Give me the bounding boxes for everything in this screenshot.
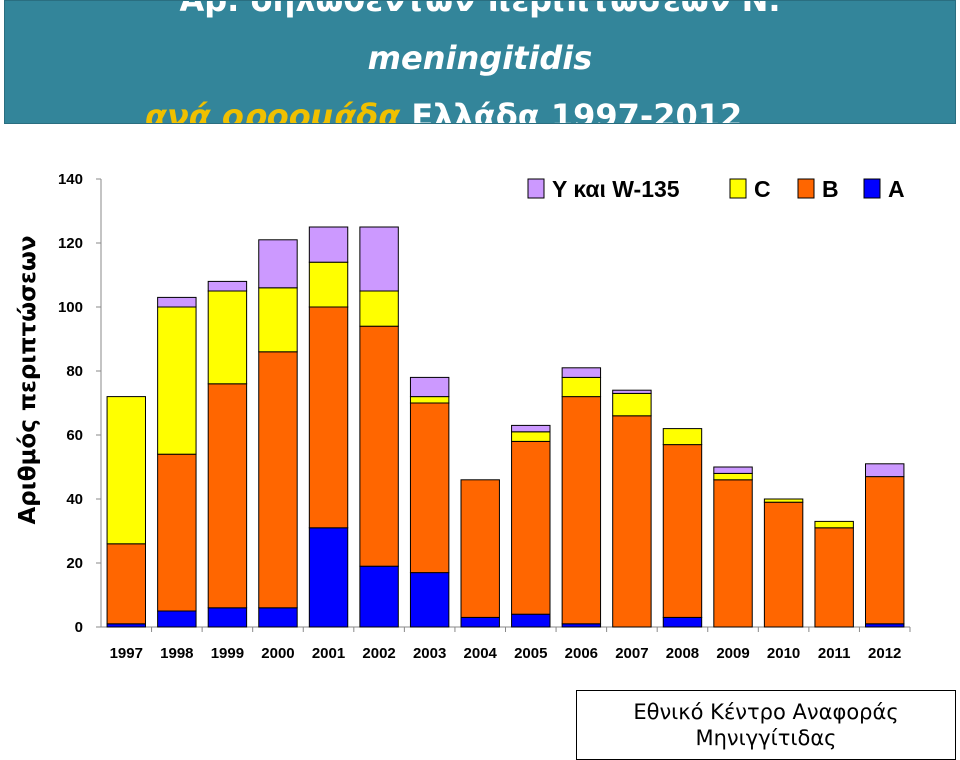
bar-segment [713, 472, 753, 481]
bar-segment [763, 498, 804, 503]
bar-segment [612, 389, 652, 394]
bar-segment [561, 376, 602, 398]
bar-segment [561, 396, 602, 625]
credit-box: Εθνικό Κέντρο Αναφοράς Μηνιγγίτιδας [576, 690, 956, 760]
x-tick-label: 2008 [666, 645, 699, 662]
bar-segment [865, 463, 905, 478]
bar-segment [157, 306, 197, 455]
x-tick-label: 2010 [767, 645, 800, 662]
legend-swatch [863, 178, 881, 199]
bar-segment [814, 520, 854, 529]
legend-swatch [729, 178, 747, 199]
x-tick-label: 2001 [312, 645, 345, 662]
bar-segment [460, 616, 500, 628]
y-tick-label: 80 [66, 363, 83, 380]
x-tick-label: 1997 [110, 645, 143, 662]
bar-segment [258, 607, 298, 628]
chart-title-highlight: ανά οροομάδα [145, 97, 401, 124]
legend-label: A [888, 176, 905, 202]
y-tick-label: 60 [66, 427, 83, 444]
credit-line2: Μηνιγγίτιδας [695, 726, 837, 750]
bar-segment [763, 501, 804, 628]
bar-segment [207, 607, 248, 628]
y-tick-label: 40 [66, 491, 83, 508]
bar-segment [409, 402, 450, 574]
bar-segment [308, 527, 349, 628]
bar-segment [662, 444, 703, 618]
y-tick-label: 120 [58, 235, 83, 252]
bar-segment [359, 325, 399, 567]
legend-label: C [754, 176, 771, 202]
x-tick-label: 2003 [413, 645, 446, 662]
x-tick-label: 2007 [615, 645, 648, 662]
bar-segment [409, 396, 450, 404]
bar-segment [460, 479, 500, 618]
bar-segment [814, 527, 854, 628]
legend-label: B [822, 176, 839, 202]
legend-swatch [527, 178, 545, 199]
bar-segment [359, 226, 399, 292]
y-tick-label: 140 [58, 171, 83, 188]
x-tick-label: 1998 [160, 645, 193, 662]
bar-segment [258, 239, 298, 289]
stacked-bar-chart: 0 20 40 60 80 100 120 140 1997 1998 1999 2000 2001 20… [58, 171, 911, 662]
bar-segment [612, 392, 652, 417]
bar-segment [511, 440, 551, 615]
chart-title-line3: ανά οροομάδα Ελλάδα 1997-2012 [145, 97, 743, 124]
y-tick-label: 100 [58, 299, 83, 316]
bar-segment [308, 226, 349, 263]
bar-segment [561, 367, 602, 378]
legend-swatch [797, 178, 815, 199]
bar-segment [612, 415, 652, 628]
chart-title-region-years: Ελλάδα 1997-2012 [400, 97, 743, 124]
x-tick-label: 2006 [565, 645, 598, 662]
bar-segment [258, 287, 298, 353]
credit-line1: Εθνικό Κέντρο Αναφοράς [633, 700, 899, 724]
bar-segment [359, 290, 399, 327]
y-tick-label: 20 [66, 555, 83, 572]
x-tick-label: 2005 [514, 645, 547, 662]
chart-title-line2: meningitidis [367, 39, 593, 77]
bar-segment [207, 280, 248, 292]
bar-segment [409, 376, 450, 398]
bar-segment [662, 616, 703, 628]
x-tick-label: 2000 [261, 645, 294, 662]
bar-segment [511, 424, 551, 433]
x-tick-label: 2002 [362, 645, 395, 662]
bar-segment [258, 351, 298, 609]
bar-segment [865, 476, 905, 625]
title-banner: Αρ. δηλωθέντων περιπτώσεων N. meningitid… [4, 0, 956, 124]
bar-segment [106, 543, 146, 625]
bar-segment [308, 261, 349, 308]
bar-segment [511, 613, 551, 628]
bar-segment [409, 572, 450, 628]
bar-segment [157, 610, 197, 628]
x-tick-label: 2009 [716, 645, 749, 662]
bar-segment [106, 396, 146, 545]
x-tick-label: 2012 [868, 645, 901, 662]
x-tick-label: 2004 [464, 645, 498, 662]
bar-segment [207, 383, 248, 609]
bar-segment [157, 453, 197, 612]
bar-segment [157, 296, 197, 308]
x-tick-label: 2011 [818, 645, 851, 662]
bar-segment [207, 290, 248, 385]
bar-segment [359, 565, 399, 628]
bar-segment [713, 466, 753, 474]
bar-segment [713, 479, 753, 628]
bar-segment [308, 306, 349, 529]
legend-label: Y και W-135 [552, 176, 680, 202]
bar-segment [511, 431, 551, 442]
x-tick-label: 1999 [211, 645, 244, 662]
chart-title-line1: Αρ. δηλωθέντων περιπτώσεων N. [179, 0, 781, 19]
bar-segment [662, 428, 703, 446]
y-tick-label: 0 [75, 619, 83, 636]
